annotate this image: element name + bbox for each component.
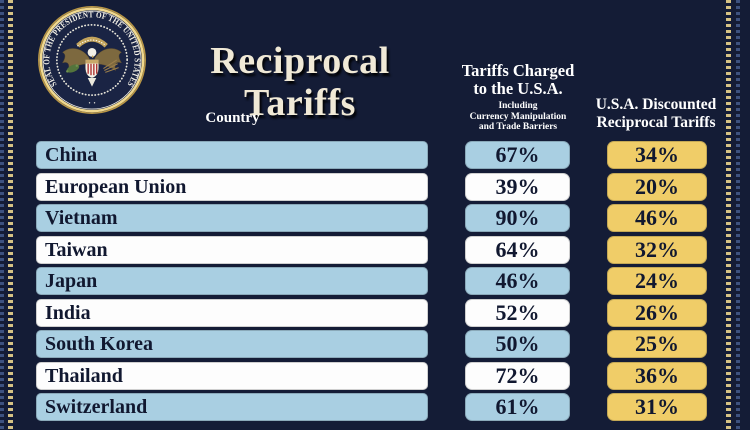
seal-separator-dots: · ·	[88, 98, 96, 108]
discounted-value: 20%	[607, 172, 707, 201]
charged-value: 90%	[465, 204, 570, 232]
country-label: South Korea	[36, 330, 428, 358]
country-label: Switzerland	[36, 393, 428, 421]
country-label: Vietnam	[36, 204, 428, 232]
table-row: European Union 39% 20%	[36, 172, 707, 201]
seal-star-ring	[55, 23, 129, 97]
country-label: China	[36, 141, 428, 169]
table-row: Thailand 72% 36%	[36, 361, 707, 390]
table-row: Japan 46% 24%	[36, 267, 707, 295]
seal-eagle	[62, 36, 122, 87]
table-row: Switzerland 61% 31%	[36, 393, 707, 421]
charged-header-line1: Tariffs Charged	[461, 61, 575, 80]
discounted-value: 25%	[607, 330, 707, 358]
right-outer-beaded-border	[736, 0, 740, 430]
discounted-value: 32%	[607, 235, 707, 264]
discounted-value: 34%	[607, 141, 707, 169]
column-header-country: Country	[205, 110, 260, 126]
charged-header-line2: to the U.S.A.	[473, 79, 563, 98]
column-header-discounted-tariffs: U.S.A. Discounted Reciprocal Tariffs	[570, 96, 742, 132]
charged-value: 64%	[465, 235, 570, 264]
charged-value: 72%	[465, 361, 570, 390]
discounted-value: 31%	[607, 393, 707, 421]
left-inner-beaded-border	[8, 0, 13, 430]
discounted-header-line1: U.S.A. Discounted	[595, 96, 717, 113]
country-label: India	[36, 298, 428, 327]
table-row: China 67% 34%	[36, 141, 707, 169]
country-label: Japan	[36, 267, 428, 295]
discounted-value: 46%	[607, 204, 707, 232]
column-header-tariffs-charged: Tariffs Charged to the U.S.A. Including …	[437, 62, 599, 133]
table-row: South Korea 50% 25%	[36, 330, 707, 358]
presidential-seal-icon: SEAL OF THE PRESIDENT OF THE UNITED STAT…	[37, 5, 147, 115]
charged-header-sub3: and Trade Barriers	[478, 122, 558, 132]
discounted-header-line2: Reciprocal Tariffs	[596, 114, 716, 131]
discounted-value: 24%	[607, 267, 707, 295]
country-label: European Union	[36, 172, 428, 201]
charged-value: 67%	[465, 141, 570, 169]
right-inner-beaded-border	[726, 0, 731, 430]
country-label: Thailand	[36, 361, 428, 390]
charged-value: 46%	[465, 267, 570, 295]
country-label: Taiwan	[36, 235, 428, 264]
discounted-value: 26%	[607, 298, 707, 327]
table-row: Taiwan 64% 32%	[36, 235, 707, 264]
tariff-table: China 67% 34% European Union 39% 20% Vie…	[36, 141, 707, 425]
discounted-value: 36%	[607, 361, 707, 390]
table-row: India 52% 26%	[36, 298, 707, 327]
charged-value: 52%	[465, 298, 570, 327]
left-outer-beaded-border	[0, 0, 4, 430]
table-row: Vietnam 90% 46%	[36, 204, 707, 232]
charged-value: 39%	[465, 172, 570, 201]
charged-header-sub1: Including	[498, 101, 538, 111]
presidential-seal: SEAL OF THE PRESIDENT OF THE UNITED STAT…	[35, 3, 149, 117]
charged-value: 50%	[465, 330, 570, 358]
charged-value: 61%	[465, 393, 570, 421]
page-title: Reciprocal Tariffs	[210, 40, 390, 124]
charged-header-sub2: Currency Manipulation	[469, 111, 567, 122]
